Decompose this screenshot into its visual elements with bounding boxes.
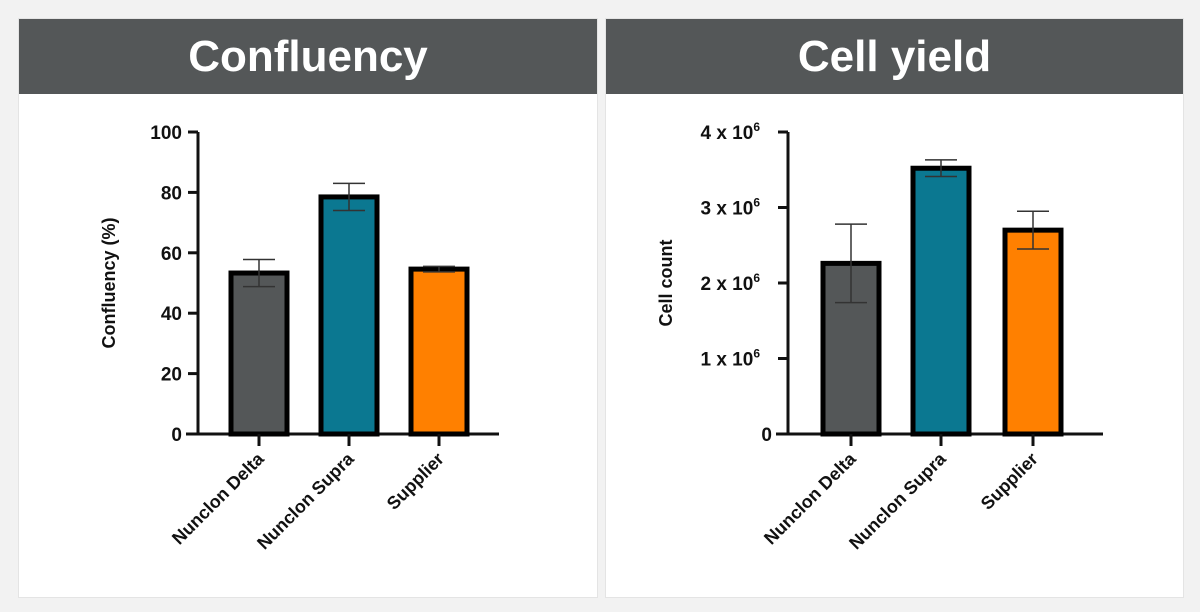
confluency-panel: Confluency 0 20 40 60 80 100 Confluency (%) Nun…	[18, 18, 598, 598]
y-tick-label: 4 x 106	[700, 120, 760, 144]
x-tick-label: Nunclon Supra	[845, 448, 950, 553]
x-tick-label: Supplier	[977, 449, 1042, 514]
chart-title: Confluency	[19, 19, 597, 94]
cell-yield-chart: 0 1 x 106 2 x 106 3 x 106 4 x 106 Cell count N…	[656, 120, 1103, 553]
y-tick-label: 0	[171, 425, 182, 446]
y-tick-label: 20	[161, 365, 182, 386]
y-tick-label: 100	[150, 123, 182, 144]
bar	[910, 165, 972, 437]
y-axis-label: Confluency (%)	[99, 217, 119, 348]
bar	[228, 270, 290, 437]
bar	[318, 194, 380, 437]
bar	[1002, 227, 1064, 437]
cell-yield-panel: Cell yield 0 1 x 106 2 x 106 3 x 106 4 x 106…	[605, 18, 1184, 598]
x-tick-label: Nunclon Delta	[760, 448, 860, 548]
y-tick-label: 2 x 106	[700, 271, 760, 295]
y-axis-label: Cell count	[656, 239, 676, 326]
y-tick-label: 60	[161, 244, 182, 265]
x-tick-label: Supplier	[383, 449, 448, 514]
confluency-chart: 0 20 40 60 80 100 Confluency (%) Nunclon DeltaN…	[99, 123, 499, 553]
x-tick-label: Nunclon Delta	[168, 448, 268, 548]
chart-title: Cell yield	[606, 19, 1183, 94]
y-tick-label: 40	[161, 304, 182, 325]
y-tick-label: 80	[161, 183, 182, 204]
y-tick-label: 3 x 106	[700, 196, 760, 220]
y-tick-label: 1 x 106	[700, 347, 760, 371]
bar	[408, 266, 470, 437]
y-tick-label: 0	[761, 425, 772, 446]
x-tick-label: Nunclon Supra	[253, 448, 358, 553]
